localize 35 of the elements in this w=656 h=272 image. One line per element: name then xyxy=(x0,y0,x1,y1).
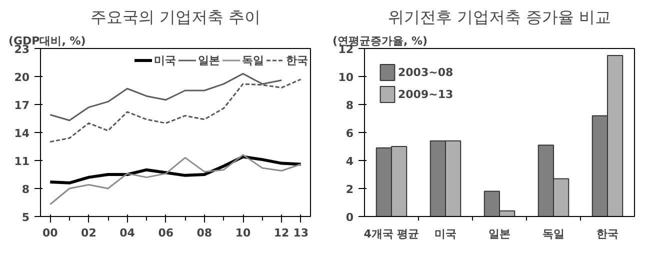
y-tick-label: 8 xyxy=(346,99,354,112)
x-tick-label: 일본 xyxy=(488,228,510,240)
x-tick-label: 한국 xyxy=(596,228,618,240)
x-tick-label: 06 xyxy=(158,226,174,240)
y-tick-label: 10 xyxy=(338,71,354,84)
legend-label: 미국 xyxy=(154,52,176,68)
y-tick-label: 8 xyxy=(22,183,30,196)
y-tick-label: 2 xyxy=(346,183,354,196)
y-tick-label: 0 xyxy=(346,211,354,224)
legend-label: 독일 xyxy=(242,52,264,68)
x-tick-label: 02 xyxy=(81,226,96,240)
legend-label: 한국 xyxy=(286,52,308,68)
x-tick-label: 13 xyxy=(293,226,309,240)
x-tick-label: 04 xyxy=(120,226,136,240)
x-tick-label: 08 xyxy=(196,226,212,240)
y-tick-label: 20 xyxy=(14,71,30,84)
x-tick-label: 미국 xyxy=(434,228,456,240)
x-tick-label: 독일 xyxy=(542,228,564,240)
chart-title: 위기전후 기업저축 증가율 비교 xyxy=(388,8,612,26)
legend-label: 일본 xyxy=(198,52,220,68)
chart-title: 주요국의 기업저축 추이 xyxy=(90,8,261,26)
line-series xyxy=(48,155,302,184)
x-tick-label: 00 xyxy=(42,226,58,240)
y-tick-label: 17 xyxy=(14,99,30,112)
y-tick-label: 4 xyxy=(346,155,354,168)
x-tick-label: 12 xyxy=(274,226,290,240)
legend-label: 2009~13 xyxy=(398,88,454,100)
line-series xyxy=(49,154,302,206)
y-tick-label: 11 xyxy=(14,155,30,168)
y-tick-label: 6 xyxy=(346,127,354,140)
x-tick-label: 4개국 평균 xyxy=(364,228,420,240)
y-tick-label: 14 xyxy=(14,127,30,140)
y-tick-label: 5 xyxy=(22,211,30,224)
x-tick-label: 10 xyxy=(235,226,251,240)
legend-label: 2003~08 xyxy=(398,66,454,78)
